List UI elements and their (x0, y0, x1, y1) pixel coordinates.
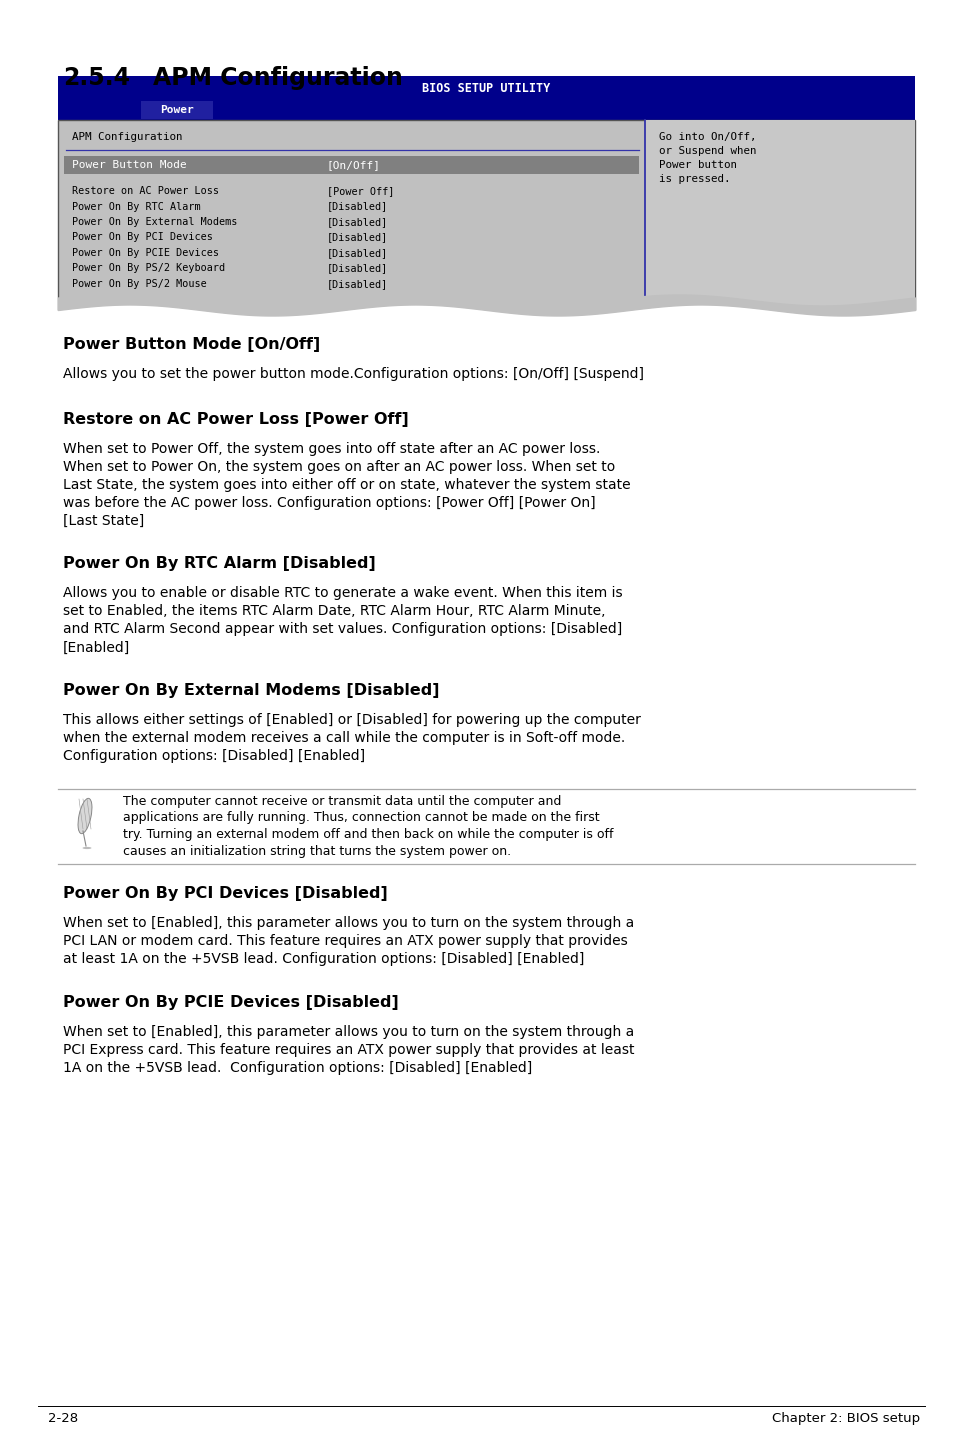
Text: Go into On/Off,
or Suspend when
Power button
is pressed.: Go into On/Off, or Suspend when Power bu… (659, 132, 756, 184)
Text: Chapter 2: BIOS setup: Chapter 2: BIOS setup (771, 1412, 919, 1425)
Text: Power Button Mode [On/Off]: Power Button Mode [On/Off] (63, 336, 320, 352)
Text: Restore on AC Power Loss [Power Off]: Restore on AC Power Loss [Power Off] (63, 411, 408, 427)
Text: 2-28: 2-28 (48, 1412, 78, 1425)
Text: Power On By External Modems: Power On By External Modems (71, 217, 237, 227)
FancyBboxPatch shape (64, 155, 639, 174)
Text: Restore on AC Power Loss: Restore on AC Power Loss (71, 186, 219, 196)
Text: Allows you to enable or disable RTC to generate a wake event. When this item is
: Allows you to enable or disable RTC to g… (63, 587, 622, 654)
Text: [Disabled]: [Disabled] (327, 263, 388, 273)
Ellipse shape (82, 847, 91, 848)
Text: [Disabled]: [Disabled] (327, 247, 388, 257)
Text: Power On By PCI Devices [Disabled]: Power On By PCI Devices [Disabled] (63, 886, 387, 900)
FancyBboxPatch shape (58, 119, 914, 311)
Text: BIOS SETUP UTILITY: BIOS SETUP UTILITY (422, 82, 550, 95)
Text: APM Configuration: APM Configuration (152, 66, 402, 91)
FancyBboxPatch shape (58, 76, 914, 101)
Text: Power On By RTC Alarm: Power On By RTC Alarm (71, 201, 200, 211)
Text: Power Button Mode: Power Button Mode (71, 160, 187, 170)
Text: Allows you to set the power button mode.Configuration options: [On/Off] [Suspend: Allows you to set the power button mode.… (63, 367, 643, 381)
Text: [Power Off]: [Power Off] (327, 186, 394, 196)
Text: Power On By PCIE Devices [Disabled]: Power On By PCIE Devices [Disabled] (63, 995, 398, 1009)
Text: This allows either settings of [Enabled] or [Disabled] for powering up the compu: This allows either settings of [Enabled]… (63, 713, 640, 764)
Text: When set to Power Off, the system goes into off state after an AC power loss.
Wh: When set to Power Off, the system goes i… (63, 441, 630, 528)
Text: 2.5.4: 2.5.4 (63, 66, 130, 91)
Text: APM Configuration: APM Configuration (71, 132, 182, 142)
Text: [Disabled]: [Disabled] (327, 279, 388, 289)
Text: When set to [Enabled], this parameter allows you to turn on the system through a: When set to [Enabled], this parameter al… (63, 916, 634, 966)
Text: Power: Power (160, 105, 193, 115)
FancyBboxPatch shape (141, 101, 213, 119)
FancyBboxPatch shape (58, 101, 914, 119)
Text: Power On By PCI Devices: Power On By PCI Devices (71, 233, 213, 243)
Text: [On/Off]: [On/Off] (327, 160, 380, 170)
Text: Power On By RTC Alarm [Disabled]: Power On By RTC Alarm [Disabled] (63, 557, 375, 571)
Text: Power On By PS/2 Mouse: Power On By PS/2 Mouse (71, 279, 207, 289)
Text: Power On By External Modems [Disabled]: Power On By External Modems [Disabled] (63, 683, 439, 697)
Text: [Disabled]: [Disabled] (327, 201, 388, 211)
FancyBboxPatch shape (644, 119, 914, 311)
Text: [Disabled]: [Disabled] (327, 233, 388, 243)
Ellipse shape (78, 798, 91, 834)
Text: The computer cannot receive or transmit data until the computer and
applications: The computer cannot receive or transmit … (123, 795, 613, 858)
Text: When set to [Enabled], this parameter allows you to turn on the system through a: When set to [Enabled], this parameter al… (63, 1025, 634, 1076)
Text: [Disabled]: [Disabled] (327, 217, 388, 227)
Text: Power On By PCIE Devices: Power On By PCIE Devices (71, 247, 219, 257)
Text: Power On By PS/2 Keyboard: Power On By PS/2 Keyboard (71, 263, 225, 273)
